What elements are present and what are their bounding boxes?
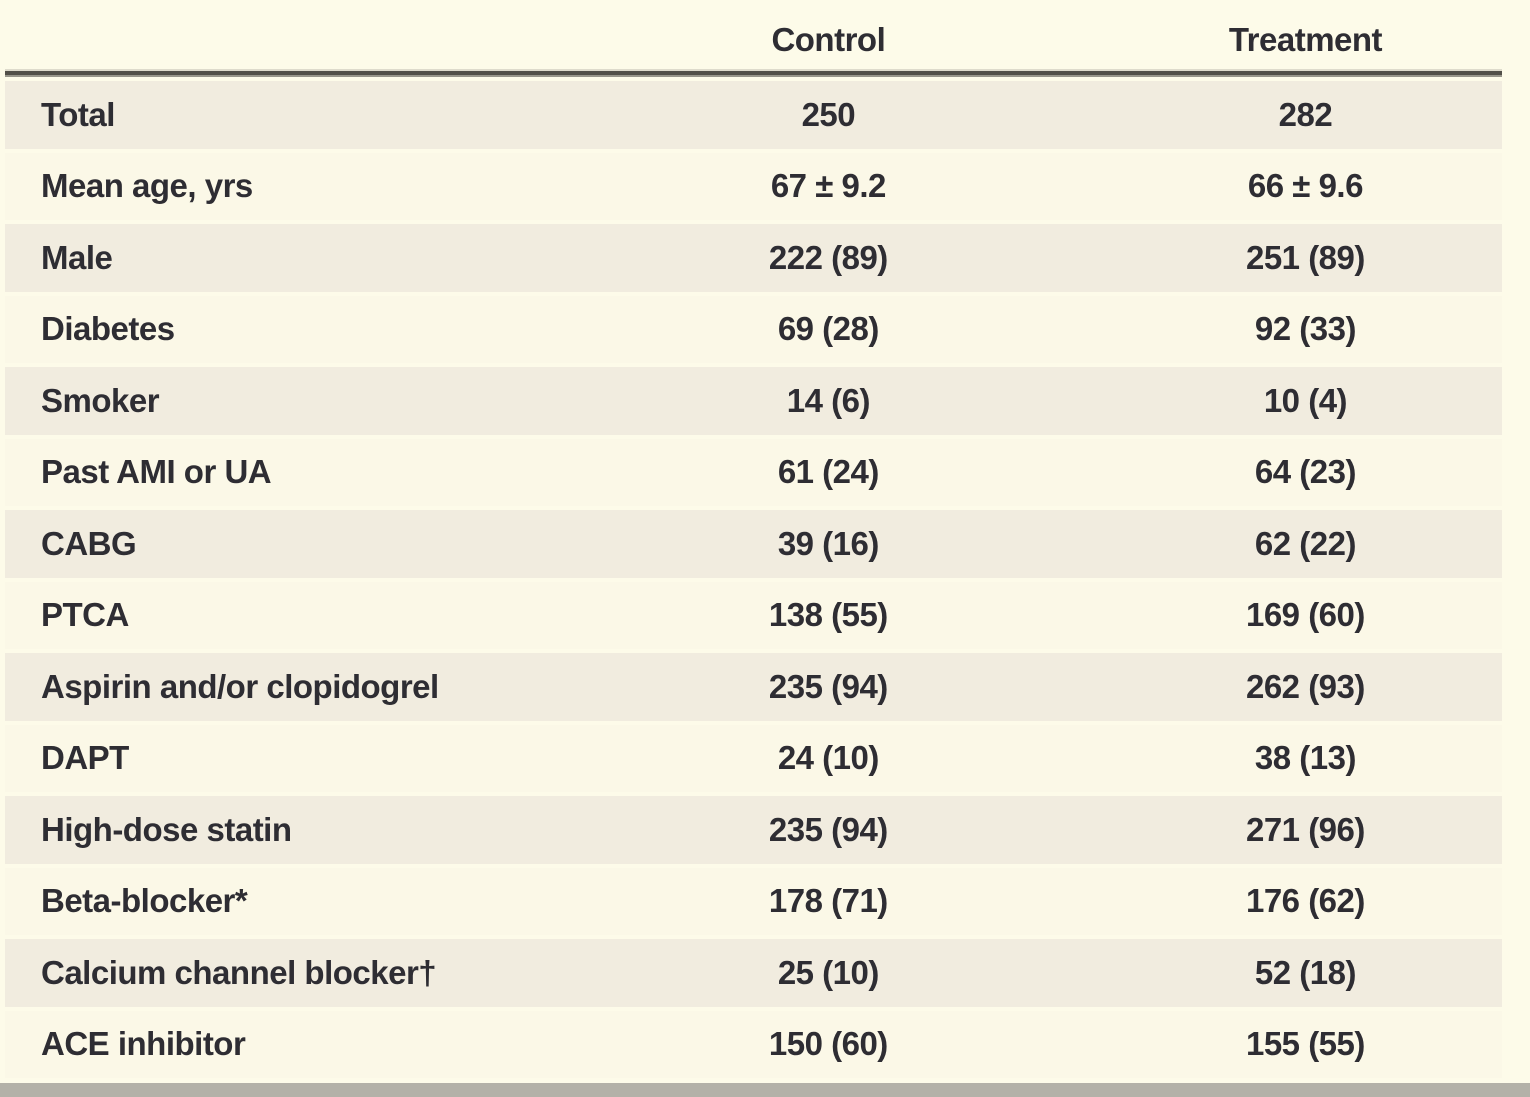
header-control: Control bbox=[771, 21, 886, 58]
row-label: Smoker bbox=[41, 381, 160, 419]
control-value: 25 (10) bbox=[777, 953, 880, 991]
control-value: 14 (6) bbox=[786, 381, 871, 419]
row-label: Mean age, yrs bbox=[41, 167, 253, 205]
table-row: Diabetes 69 (28) 92 (33) bbox=[5, 295, 1502, 367]
table-row: Aspirin and/or clopidogrel 235 (94) 262 … bbox=[5, 653, 1502, 725]
row-label: Calcium channel blocker† bbox=[41, 953, 437, 991]
control-value: 67 ± 9.2 bbox=[770, 167, 887, 205]
control-value: 178 (71) bbox=[768, 882, 888, 920]
header-divider-rule bbox=[5, 69, 1502, 77]
table-row: Total 250 282 bbox=[5, 81, 1502, 153]
treatment-value: 282 bbox=[1278, 95, 1333, 133]
treatment-value: 38 (13) bbox=[1254, 739, 1357, 777]
treatment-value: 155 (55) bbox=[1245, 1025, 1365, 1063]
row-label: Beta-blocker* bbox=[41, 882, 248, 920]
table-row: High-dose statin 235 (94) 271 (96) bbox=[5, 796, 1502, 868]
row-label: Male bbox=[41, 238, 113, 276]
header-empty-cell bbox=[5, 59, 604, 69]
treatment-value: 62 (22) bbox=[1254, 524, 1357, 562]
control-value: 222 (89) bbox=[768, 238, 888, 276]
row-label: ACE inhibitor bbox=[41, 1025, 246, 1063]
control-value: 39 (16) bbox=[777, 524, 880, 562]
row-label: DAPT bbox=[41, 739, 129, 777]
control-value: 250 bbox=[801, 95, 856, 133]
row-label: PTCA bbox=[41, 596, 129, 634]
table-bottom-rule bbox=[0, 1083, 1530, 1097]
control-value: 61 (24) bbox=[777, 453, 880, 491]
control-value: 69 (28) bbox=[777, 310, 880, 348]
table-row: ACE inhibitor 150 (60) 155 (55) bbox=[5, 1010, 1502, 1082]
control-value: 24 (10) bbox=[777, 739, 880, 777]
row-label: Aspirin and/or clopidogrel bbox=[41, 667, 439, 705]
treatment-value: 251 (89) bbox=[1245, 238, 1365, 276]
treatment-value: 64 (23) bbox=[1254, 453, 1357, 491]
treatment-value: 10 (4) bbox=[1263, 381, 1348, 419]
treatment-value: 169 (60) bbox=[1245, 596, 1365, 634]
control-value: 235 (94) bbox=[768, 810, 888, 848]
table-row: Calcium channel blocker† 25 (10) 52 (18) bbox=[5, 939, 1502, 1011]
control-value: 150 (60) bbox=[768, 1025, 888, 1063]
table-row: Smoker 14 (6) 10 (4) bbox=[5, 367, 1502, 439]
table-row: Mean age, yrs 67 ± 9.2 66 ± 9.6 bbox=[5, 152, 1502, 224]
control-value: 235 (94) bbox=[768, 667, 888, 705]
treatment-value: 271 (96) bbox=[1245, 810, 1365, 848]
row-label: CABG bbox=[41, 524, 137, 562]
header-treatment: Treatment bbox=[1228, 21, 1383, 58]
treatment-value: 66 ± 9.6 bbox=[1247, 167, 1364, 205]
table-row: DAPT 24 (10) 38 (13) bbox=[5, 724, 1502, 796]
table-row: PTCA 138 (55) 169 (60) bbox=[5, 581, 1502, 653]
treatment-value: 52 (18) bbox=[1254, 953, 1357, 991]
table-row: CABG 39 (16) 62 (22) bbox=[5, 510, 1502, 582]
row-label: Past AMI or UA bbox=[41, 453, 272, 491]
row-label: Total bbox=[41, 95, 115, 133]
table-row: Past AMI or UA 61 (24) 64 (23) bbox=[5, 438, 1502, 510]
row-label: High-dose statin bbox=[41, 810, 292, 848]
treatment-value: 92 (33) bbox=[1254, 310, 1357, 348]
row-label: Diabetes bbox=[41, 310, 175, 348]
baseline-characteristics-table: Control Treatment Total 250 282 Mean age… bbox=[5, 0, 1502, 1082]
table-body: Total 250 282 Mean age, yrs 67 ± 9.2 66 … bbox=[5, 81, 1502, 1082]
treatment-value: 262 (93) bbox=[1245, 667, 1365, 705]
table-header-row: Control Treatment bbox=[5, 0, 1502, 69]
control-value: 138 (55) bbox=[768, 596, 888, 634]
treatment-value: 176 (62) bbox=[1245, 882, 1365, 920]
table-row: Male 222 (89) 251 (89) bbox=[5, 224, 1502, 296]
table-row: Beta-blocker* 178 (71) 176 (62) bbox=[5, 867, 1502, 939]
